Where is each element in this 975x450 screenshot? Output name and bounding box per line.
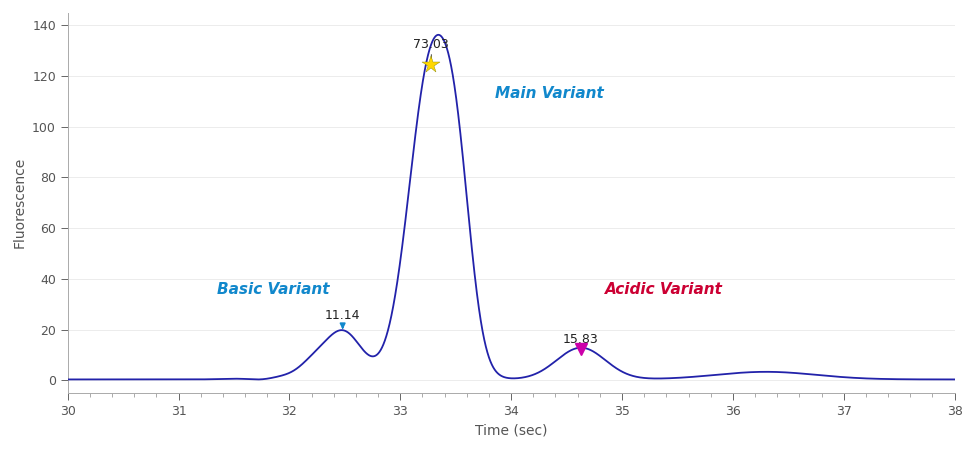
Text: Basic Variant: Basic Variant xyxy=(216,282,330,297)
Text: 73.03: 73.03 xyxy=(413,37,449,50)
Y-axis label: Fluorescence: Fluorescence xyxy=(13,157,26,248)
Text: 11.14: 11.14 xyxy=(325,309,361,322)
X-axis label: Time (sec): Time (sec) xyxy=(475,423,547,437)
Text: 15.83: 15.83 xyxy=(564,333,599,346)
Text: Main Variant: Main Variant xyxy=(494,86,604,101)
Text: Acidic Variant: Acidic Variant xyxy=(605,282,723,297)
